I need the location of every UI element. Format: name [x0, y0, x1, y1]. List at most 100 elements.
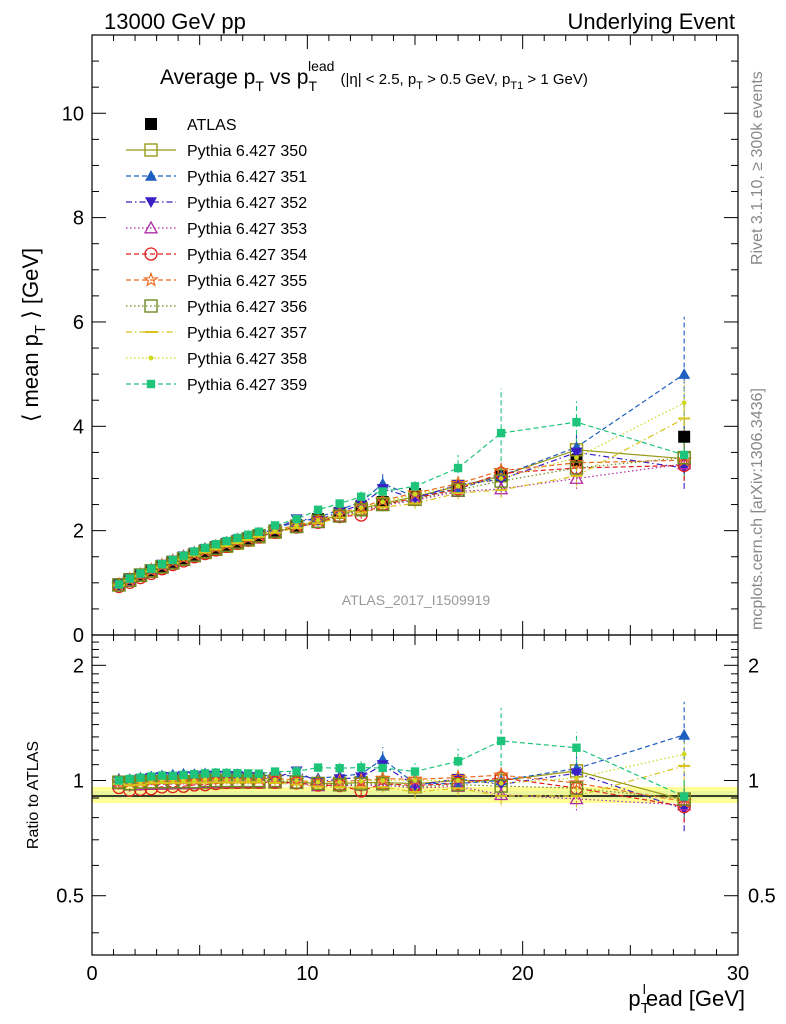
- series-10-ratio-point: [168, 771, 177, 781]
- mcplots-label: mcplots.cern.ch [arXiv:1306.3436]: [749, 388, 766, 630]
- series-9-point: [412, 491, 418, 497]
- y-tick-label: 8: [73, 208, 84, 230]
- series-7-ratio-point: [112, 775, 126, 789]
- ratio-y-tick-label-right: 2: [748, 655, 759, 677]
- legend-3-label: Pythia 6.427 352: [187, 195, 307, 212]
- series-7-ratio-point: [289, 775, 304, 789]
- legend-6-marker: [143, 271, 159, 287]
- series-2-point: [678, 368, 691, 379]
- series-10-ratio-point: [136, 773, 145, 782]
- y-tick-label: 2: [73, 521, 84, 543]
- legend-7-marker: [144, 299, 158, 313]
- series-6-ratio-point: [288, 772, 305, 788]
- main-ylabel: ⟨ mean pT ⟩ [GeV]: [18, 248, 49, 422]
- legend-10-label: Pythia 6.427 359: [187, 377, 307, 394]
- series-9-ratio-point: [234, 777, 240, 782]
- series-10-point: [356, 492, 366, 501]
- series-9-ratio-point: [337, 779, 343, 785]
- series-10-ratio-point: [335, 763, 344, 773]
- series-10-ratio-point: [222, 768, 231, 778]
- series-9-ratio-point: [181, 778, 186, 783]
- series-10-point: [496, 428, 506, 438]
- series-10-ratio-point: [292, 767, 301, 776]
- series-10-point: [157, 559, 167, 569]
- series-6-ratio-point: [568, 774, 585, 790]
- legend-1-label: Pythia 6.427 350: [187, 143, 307, 160]
- series-4-point: [569, 471, 584, 484]
- series-9-point: [294, 523, 299, 528]
- series-9-ratio-point: [213, 777, 219, 782]
- title-main: Average p: [160, 66, 255, 89]
- series-10-ratio-point: [125, 774, 134, 784]
- series-9-ratio-point: [380, 778, 386, 783]
- series-10-ratio-point: [313, 763, 323, 772]
- series-10-ratio-point: [243, 769, 253, 778]
- series-9-point: [498, 476, 504, 481]
- series-9-ratio-point: [574, 775, 579, 781]
- series-10-point: [292, 514, 301, 524]
- series-7-point: [376, 497, 390, 512]
- legend-4-label: Pythia 6.427 353: [187, 221, 307, 238]
- header-left: 13000 GeV pp: [104, 9, 246, 34]
- xlabel: pTlead [GeV]: [628, 981, 745, 1017]
- series-9-ratio-point: [191, 778, 197, 783]
- series-7-ratio-point: [311, 776, 325, 791]
- series-10-ratio-point: [453, 757, 463, 766]
- series-6-line: [118, 459, 685, 586]
- series-3-point: [570, 447, 583, 459]
- ratio-y-tick-label: 2: [73, 655, 84, 677]
- series-9-point: [681, 400, 687, 406]
- series-10-point: [254, 527, 264, 536]
- title-vs: vs p: [270, 66, 309, 89]
- ratio-error-bars: [118, 701, 685, 832]
- watermark: ATLAS_2017_I1509919: [342, 592, 491, 608]
- series-9-ratio-point: [412, 778, 418, 783]
- series-10-ratio-point: [200, 769, 210, 778]
- series-7-ratio-point: [354, 777, 368, 791]
- legend-0-label: ATLAS: [187, 117, 237, 134]
- series-10-point: [211, 540, 221, 549]
- header-right: Underlying Event: [567, 9, 735, 34]
- legend-5-label: Pythia 6.427 354: [187, 247, 307, 264]
- x-tick-label: 20: [512, 963, 534, 985]
- chart-title: Average pT vs pTlead(|η| < 2.5, pT > 0.5 …: [160, 58, 588, 94]
- series-5-ratio-point: [354, 784, 368, 798]
- series-10-ratio-point: [410, 767, 420, 776]
- legend-8-label: Pythia 6.427 357: [187, 325, 307, 342]
- series-7-ratio-point: [494, 779, 508, 793]
- series-10-ratio-point: [179, 770, 188, 780]
- title-rest: (|η| < 2.5, p: [340, 71, 416, 88]
- series-4-ratio-point: [569, 791, 584, 805]
- series-10-point: [233, 533, 242, 543]
- series-9-ratio-point: [294, 778, 299, 783]
- series-9-ratio-point: [681, 751, 687, 757]
- series-5-line: [118, 464, 685, 588]
- series-9-ratio-point: [498, 780, 504, 786]
- series-7-point: [569, 461, 584, 475]
- series-10-point: [243, 530, 253, 540]
- ratio-y-tick-label-right: 1: [748, 771, 759, 793]
- series-9-point: [315, 517, 321, 523]
- x-tick-label: 0: [86, 963, 97, 985]
- title-rest3: > 1 GeV): [523, 71, 588, 88]
- series-9-ratio-point: [256, 777, 262, 783]
- series-10-ratio-point: [496, 736, 506, 746]
- series-10-point: [453, 463, 463, 473]
- x-tick-label: 10: [296, 963, 318, 985]
- legend-9-label: Pythia 6.427 358: [187, 351, 307, 368]
- series-10-point: [114, 580, 124, 589]
- xlabel-sub: T: [641, 1000, 650, 1017]
- series-9-ratio-point: [272, 777, 278, 783]
- series-7-point: [354, 503, 368, 517]
- series-6-point: [568, 454, 585, 470]
- series-10-point: [147, 564, 156, 573]
- series-9-point: [337, 511, 343, 517]
- ratio-y-tick-label: 1: [73, 771, 84, 793]
- series-9-ratio-point: [455, 778, 461, 783]
- ratio-y-tick-label: 0.5: [56, 886, 84, 908]
- legend-2-label: Pythia 6.427 351: [187, 169, 307, 186]
- y-tick-label: 6: [73, 312, 84, 334]
- series-10-ratio-point: [679, 792, 689, 801]
- main-ticks: 0 2 4 6 8 10: [62, 34, 739, 647]
